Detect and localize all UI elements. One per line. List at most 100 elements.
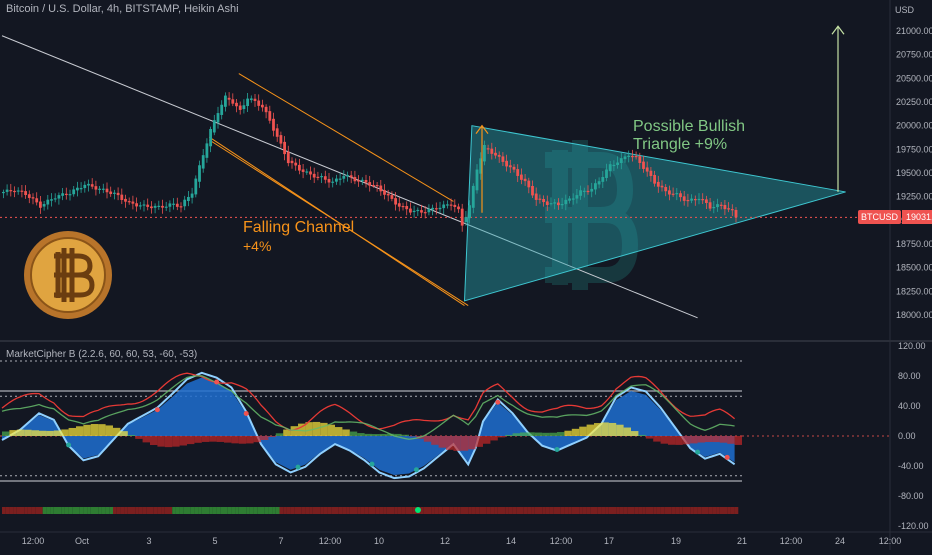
- price-tick-label: 18250.00: [896, 286, 932, 296]
- money-flow-bar: [579, 427, 586, 436]
- candle-body: [124, 199, 127, 202]
- status-bar-segment: [402, 507, 406, 514]
- status-bar-segment: [354, 507, 358, 514]
- candle-body: [283, 142, 286, 154]
- candle-body: [35, 198, 38, 202]
- money-flow-bar: [490, 436, 497, 440]
- status-bar-segment: [372, 507, 376, 514]
- status-bar-segment: [498, 507, 502, 514]
- money-flow-bar: [453, 436, 460, 451]
- money-flow-bar: [2, 432, 9, 437]
- status-bar-segment: [294, 507, 298, 514]
- candle-body: [535, 194, 538, 200]
- candle-body: [268, 111, 271, 121]
- money-flow-bar: [165, 436, 172, 447]
- candle-body: [483, 145, 486, 161]
- status-bar-segment: [191, 507, 195, 514]
- status-bar-segment: [365, 507, 369, 514]
- candle-body: [191, 194, 194, 198]
- status-bar-segment: [620, 507, 624, 514]
- status-bar-segment: [317, 507, 321, 514]
- money-flow-bar: [106, 425, 113, 436]
- status-bar-segment: [32, 507, 36, 514]
- candle-body: [409, 209, 412, 213]
- money-flow-bar: [594, 423, 601, 436]
- status-bar-segment: [546, 507, 550, 514]
- candle-body: [305, 171, 308, 172]
- candle-body: [328, 179, 331, 182]
- status-bar-segment: [305, 507, 309, 514]
- candle-body: [542, 199, 545, 202]
- status-bar-segment: [161, 507, 165, 514]
- money-flow-bar: [468, 436, 475, 449]
- candle-body: [157, 206, 160, 207]
- money-flow-bar: [616, 425, 623, 436]
- status-bar-segment: [194, 507, 198, 514]
- price-tick-label: 20750.00: [896, 50, 932, 60]
- candle-body: [712, 207, 715, 208]
- status-bar-segment: [50, 507, 54, 514]
- candle-body: [95, 186, 98, 189]
- status-bar-segment: [509, 507, 513, 514]
- candle-body: [638, 156, 641, 163]
- candle-body: [735, 210, 738, 217]
- money-flow-bar: [328, 425, 335, 436]
- indicator-tick-label: 0.00: [898, 431, 916, 441]
- candle-body: [28, 194, 31, 198]
- time-tick-label: 12:00: [780, 536, 803, 546]
- candle-body: [17, 190, 20, 191]
- status-bar-segment: [346, 507, 350, 514]
- candle-body: [505, 161, 508, 167]
- price-tick-label: 20000.00: [896, 121, 932, 131]
- status-bar-segment: [9, 507, 13, 514]
- candle-body: [683, 196, 686, 201]
- money-flow-bar: [76, 426, 83, 436]
- status-bar-segment: [394, 507, 398, 514]
- candle-body: [72, 189, 75, 194]
- price-tick-label: 20500.00: [896, 73, 932, 83]
- money-flow-bar: [91, 424, 98, 436]
- candle-body: [50, 199, 53, 200]
- status-bar-segment: [165, 507, 169, 514]
- status-bar-segment: [583, 507, 587, 514]
- money-flow-bar: [483, 436, 490, 444]
- candle-body: [117, 193, 120, 195]
- money-flow-bar: [572, 429, 579, 436]
- candle-body: [620, 158, 623, 163]
- candle-body: [231, 99, 234, 103]
- time-tick-label: Oct: [75, 536, 90, 546]
- candle-body: [298, 165, 301, 171]
- candle-body: [194, 179, 197, 195]
- candle-body: [246, 99, 249, 106]
- price-tick-label: 19500.00: [896, 168, 932, 178]
- candle-body: [239, 106, 242, 110]
- candle-body: [250, 98, 253, 100]
- candle-body: [372, 185, 375, 186]
- candle-body: [76, 188, 79, 191]
- money-flow-bar: [261, 436, 268, 440]
- status-bar-segment: [21, 507, 25, 514]
- signal-dot: [214, 380, 219, 385]
- money-flow-bar: [712, 436, 719, 442]
- candle-body: [394, 198, 397, 204]
- status-bar-segment: [624, 507, 628, 514]
- candle-body: [524, 179, 527, 181]
- status-bar-segment: [276, 507, 280, 514]
- status-bar-segment: [579, 507, 583, 514]
- candle-body: [428, 209, 431, 212]
- signal-dot: [414, 467, 419, 472]
- status-bar-segment: [502, 507, 506, 514]
- candle-body: [80, 188, 83, 189]
- candle-body: [272, 119, 275, 131]
- status-bar-segment: [154, 507, 158, 514]
- status-bar-segment: [368, 507, 372, 514]
- candle-body: [154, 206, 157, 208]
- candle-body: [294, 163, 297, 166]
- status-bar-segment: [287, 507, 291, 514]
- status-bar-segment: [442, 507, 446, 514]
- status-bar-segment: [542, 507, 546, 514]
- candle-body: [69, 194, 72, 195]
- status-bar-segment: [324, 507, 328, 514]
- status-bar-segment: [479, 507, 483, 514]
